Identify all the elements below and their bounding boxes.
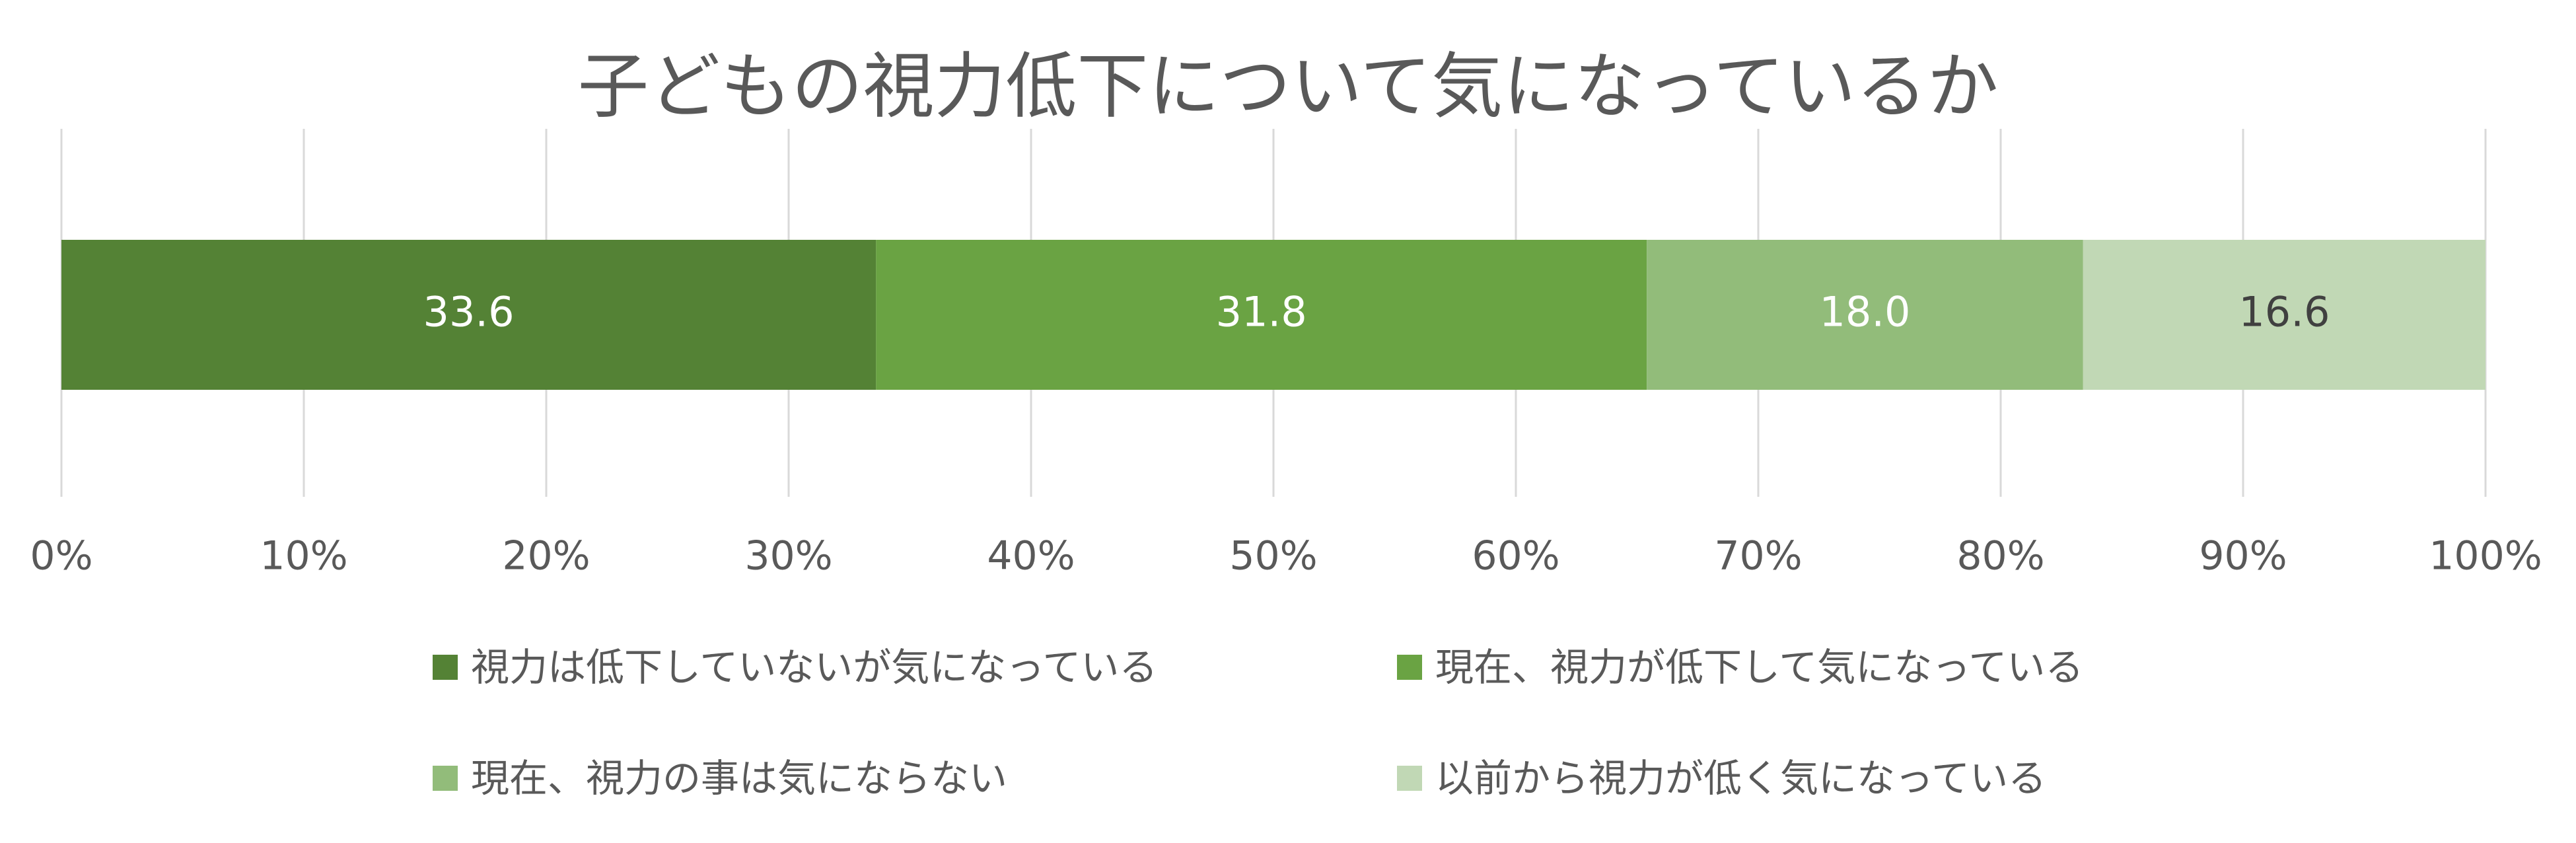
bar-segment [1647,240,2083,390]
bar-segment [61,240,877,390]
chart-title: 子どもの視力低下について気になっているか [577,46,1999,128]
bar-segment [2083,240,2486,390]
x-tick-label: 80% [1956,533,2044,579]
data-label: 31.8 [1216,288,1307,336]
data-label: 16.6 [2238,288,2330,336]
stacked-bar [61,240,2486,390]
bar-segment [876,240,1647,390]
x-tick-label: 20% [502,533,590,579]
legend-label: 視力は低下していないが気になっている [471,645,1158,690]
data-label: 33.6 [423,288,515,336]
legend-label: 現在、視力の事は気にならない [471,756,1008,801]
x-tick-label: 0% [30,533,92,579]
x-tick-label: 70% [1714,533,1802,579]
legend-label: 以前から視力が低く気になっている [1435,756,2047,801]
x-tick-label: 100% [2429,533,2542,579]
data-labels: 33.6 31.8 18.0 16.6 [423,288,2330,336]
x-tick-label: 60% [1472,533,1559,579]
x-tick-label: 90% [2199,533,2287,579]
legend-swatch [433,766,458,791]
data-label: 18.0 [1819,288,1910,336]
legend-item: 視力は低下していないが気になっている [433,641,1157,694]
x-tick-label: 30% [744,533,832,579]
legend-item: 現在、視力が低下して気になっている [1397,641,2083,694]
legend-swatch [1397,766,1422,791]
x-tick-label: 10% [260,533,347,579]
legend-item: 現在、視力の事は気にならない [433,752,1007,805]
legend-label: 現在、視力が低下して気になっている [1435,645,2084,690]
legend-swatch [1397,655,1422,680]
legend-item: 以前から視力が低く気になっている [1397,752,2046,805]
x-tick-label: 40% [987,533,1075,579]
x-axis-ticks: 0% 10% 20% 30% 40% 50% 60% 70% 80% 90% 100% [30,533,2542,579]
x-tick-label: 50% [1229,533,1317,579]
legend-swatch [433,655,458,680]
